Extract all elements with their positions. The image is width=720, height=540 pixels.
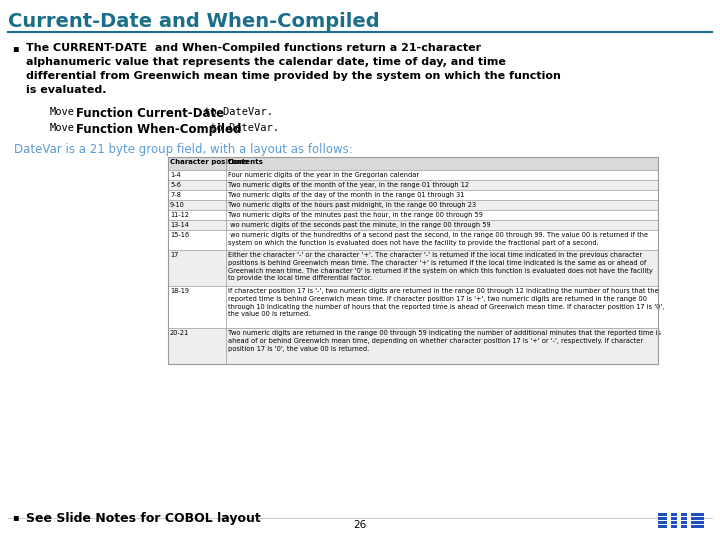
Bar xyxy=(168,286,658,328)
Text: to DateVar.: to DateVar. xyxy=(198,107,273,117)
Text: Two numeric digits of the month of the year, in the range 01 through 12: Two numeric digits of the month of the y… xyxy=(228,182,469,188)
Bar xyxy=(677,525,681,528)
Text: See Slide Notes for COBOL layout: See Slide Notes for COBOL layout xyxy=(26,512,261,525)
Bar xyxy=(168,170,658,180)
Bar xyxy=(658,525,704,528)
Text: 9-10: 9-10 xyxy=(170,202,185,208)
Text: The CURRENT-DATE  and When-Compiled functions return a 21-character: The CURRENT-DATE and When-Compiled funct… xyxy=(26,43,481,53)
Text: 5-6: 5-6 xyxy=(170,182,181,188)
Bar xyxy=(168,230,658,250)
Text: 18-19: 18-19 xyxy=(170,288,189,294)
Bar xyxy=(667,521,671,524)
Bar xyxy=(658,513,704,516)
Text: is evaluated.: is evaluated. xyxy=(26,85,107,95)
Text: If character position 17 is '-', two numeric digits are returned in the range 00: If character position 17 is '-', two num… xyxy=(228,288,665,317)
Text: differential from Greenwich mean time provided by the system on which the functi: differential from Greenwich mean time pr… xyxy=(26,71,561,81)
Bar xyxy=(677,521,681,524)
Text: ▪: ▪ xyxy=(12,43,19,53)
Text: Function When-Compiled: Function When-Compiled xyxy=(76,123,241,136)
Bar xyxy=(667,513,671,516)
Text: Contents: Contents xyxy=(228,159,264,165)
Text: Character positions: Character positions xyxy=(170,159,248,165)
Bar xyxy=(168,250,658,286)
Bar xyxy=(687,513,691,516)
Bar xyxy=(667,517,671,520)
Bar xyxy=(168,220,658,230)
Bar xyxy=(677,513,681,516)
Text: wo numeric digits of the seconds past the minute, in the range 00 through 59: wo numeric digits of the seconds past th… xyxy=(228,222,490,228)
Bar xyxy=(168,210,658,220)
Bar xyxy=(667,525,671,528)
Text: Four numeric digits of the year in the Gregorian calendar: Four numeric digits of the year in the G… xyxy=(228,172,419,178)
Text: Current-Date and When-Compiled: Current-Date and When-Compiled xyxy=(8,12,379,31)
Bar xyxy=(168,180,658,190)
Bar xyxy=(687,521,691,524)
Text: alphanumeric value that represents the calendar date, time of day, and time: alphanumeric value that represents the c… xyxy=(26,57,506,67)
Bar xyxy=(687,517,691,520)
Text: 26: 26 xyxy=(354,520,366,530)
Text: Move: Move xyxy=(50,107,75,117)
Text: 20-21: 20-21 xyxy=(170,330,189,336)
Text: ▪: ▪ xyxy=(12,512,19,522)
Text: 11-12: 11-12 xyxy=(170,212,189,218)
Bar xyxy=(658,521,704,524)
Text: Two numeric digits are returned in the range 00 through 59 indicating the number: Two numeric digits are returned in the r… xyxy=(228,330,661,352)
Text: Two numeric digits of the minutes past the hour, in the range 00 through 59: Two numeric digits of the minutes past t… xyxy=(228,212,483,218)
Bar xyxy=(168,328,658,364)
Text: Move: Move xyxy=(50,123,75,133)
Text: Function Current-Date: Function Current-Date xyxy=(76,107,224,120)
Text: 1-4: 1-4 xyxy=(170,172,181,178)
Text: Two numeric digits of the day of the month in the range 01 through 31: Two numeric digits of the day of the mon… xyxy=(228,192,464,198)
Text: 15-16: 15-16 xyxy=(170,232,189,238)
Bar xyxy=(168,200,658,210)
Bar xyxy=(677,517,681,520)
Text: 7-8: 7-8 xyxy=(170,192,181,198)
Bar xyxy=(658,517,704,520)
Text: DateVar is a 21 byte group field, with a layout as follows:: DateVar is a 21 byte group field, with a… xyxy=(14,143,353,156)
Text: Either the character '-' or the character '+'. The character '-' is returned if : Either the character '-' or the characte… xyxy=(228,252,653,281)
Text: 17: 17 xyxy=(170,252,179,258)
Bar xyxy=(168,190,658,200)
Bar xyxy=(168,157,658,364)
Text: Two numeric digits of the hours past midnight, in the range 00 through 23: Two numeric digits of the hours past mid… xyxy=(228,202,476,208)
Bar xyxy=(168,157,658,170)
Text: to DateVar.: to DateVar. xyxy=(204,123,279,133)
Text: 13-14: 13-14 xyxy=(170,222,189,228)
Bar xyxy=(687,525,691,528)
Text: wo numeric digits of the hundredths of a second past the second, in the range 00: wo numeric digits of the hundredths of a… xyxy=(228,232,648,246)
